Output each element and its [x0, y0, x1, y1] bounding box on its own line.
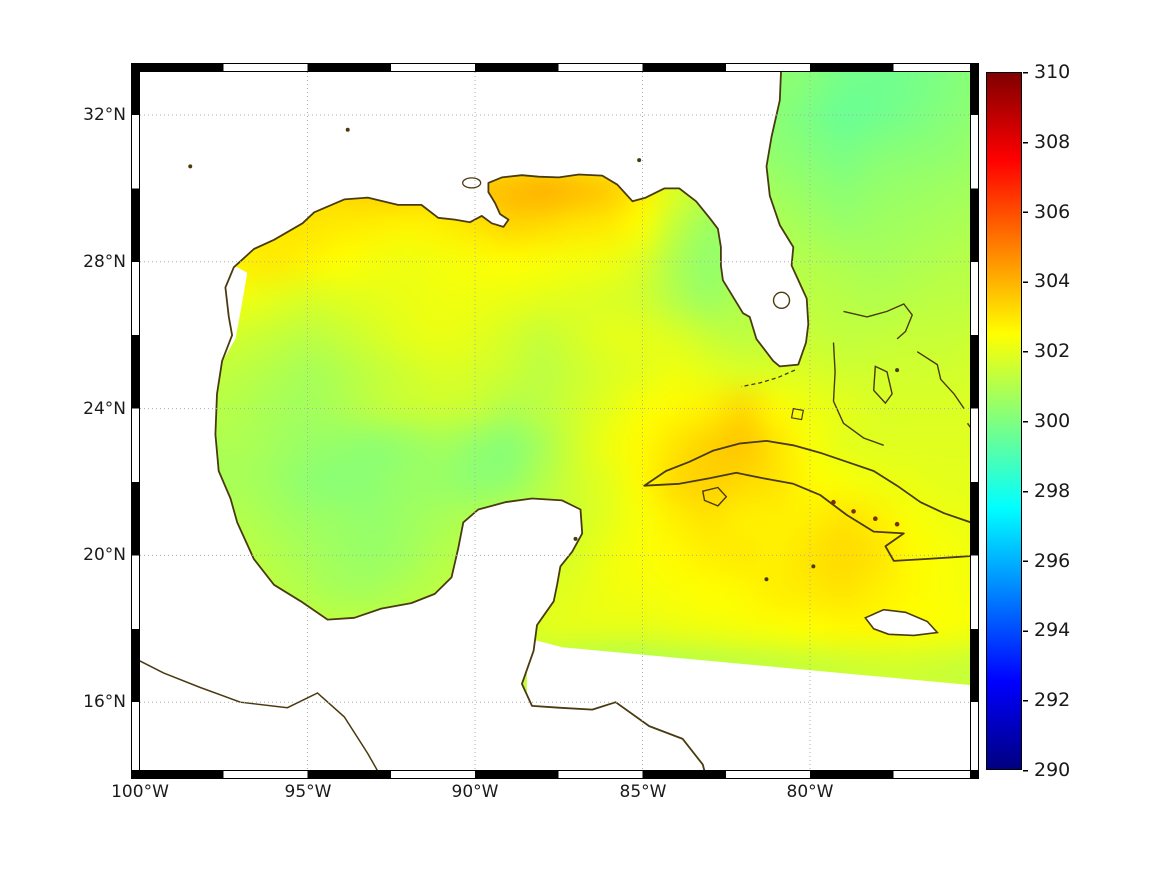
y-tick-label-24n: 24°N	[83, 399, 126, 419]
coastline-overlay	[140, 72, 970, 770]
x-tick-label-90w: 90°W	[451, 782, 499, 802]
colorbar-gradient	[986, 72, 1022, 770]
colorbar-tick-label: 306	[1034, 201, 1071, 223]
colorbar-tick-label: 298	[1034, 480, 1071, 502]
frame-corner	[970, 770, 978, 778]
colorbar-tick-label: 292	[1034, 689, 1071, 711]
x-tick-label-100w: 100°W	[111, 782, 169, 802]
map-frame	[131, 63, 979, 779]
frame-corner	[132, 64, 140, 72]
colorbar-tick-label: 300	[1034, 410, 1071, 432]
y-tick-label-32n: 32°N	[83, 105, 126, 125]
x-tick-label-80w: 80°W	[786, 782, 834, 802]
y-tick-label-16n: 16°N	[83, 692, 126, 712]
y-tick-label-28n: 28°N	[83, 252, 126, 272]
colorbar-tick-label: 302	[1034, 340, 1071, 362]
frame-edge-bottom	[132, 770, 978, 778]
colorbar-tick-label: 294	[1034, 619, 1071, 641]
y-tick-label-20n: 20°N	[83, 545, 126, 565]
colorbar-ticks	[1023, 72, 1028, 772]
frame-edge-right	[970, 64, 978, 778]
frame-corner	[970, 64, 978, 72]
x-tick-label-95w: 95°W	[284, 782, 332, 802]
colorbar-tick-label: 296	[1034, 550, 1071, 572]
frame-edge-left	[132, 64, 140, 778]
colorbar-tick-label: 310	[1034, 61, 1071, 83]
colorbar-tick-label: 290	[1034, 759, 1071, 781]
frame-edge-top	[132, 64, 978, 72]
x-tick-label-85w: 85°W	[619, 782, 667, 802]
frame-corner	[132, 770, 140, 778]
colorbar-tick-label: 304	[1034, 270, 1071, 292]
colorbar-tick-label: 308	[1034, 131, 1071, 153]
frame-inner-line	[139, 71, 971, 771]
